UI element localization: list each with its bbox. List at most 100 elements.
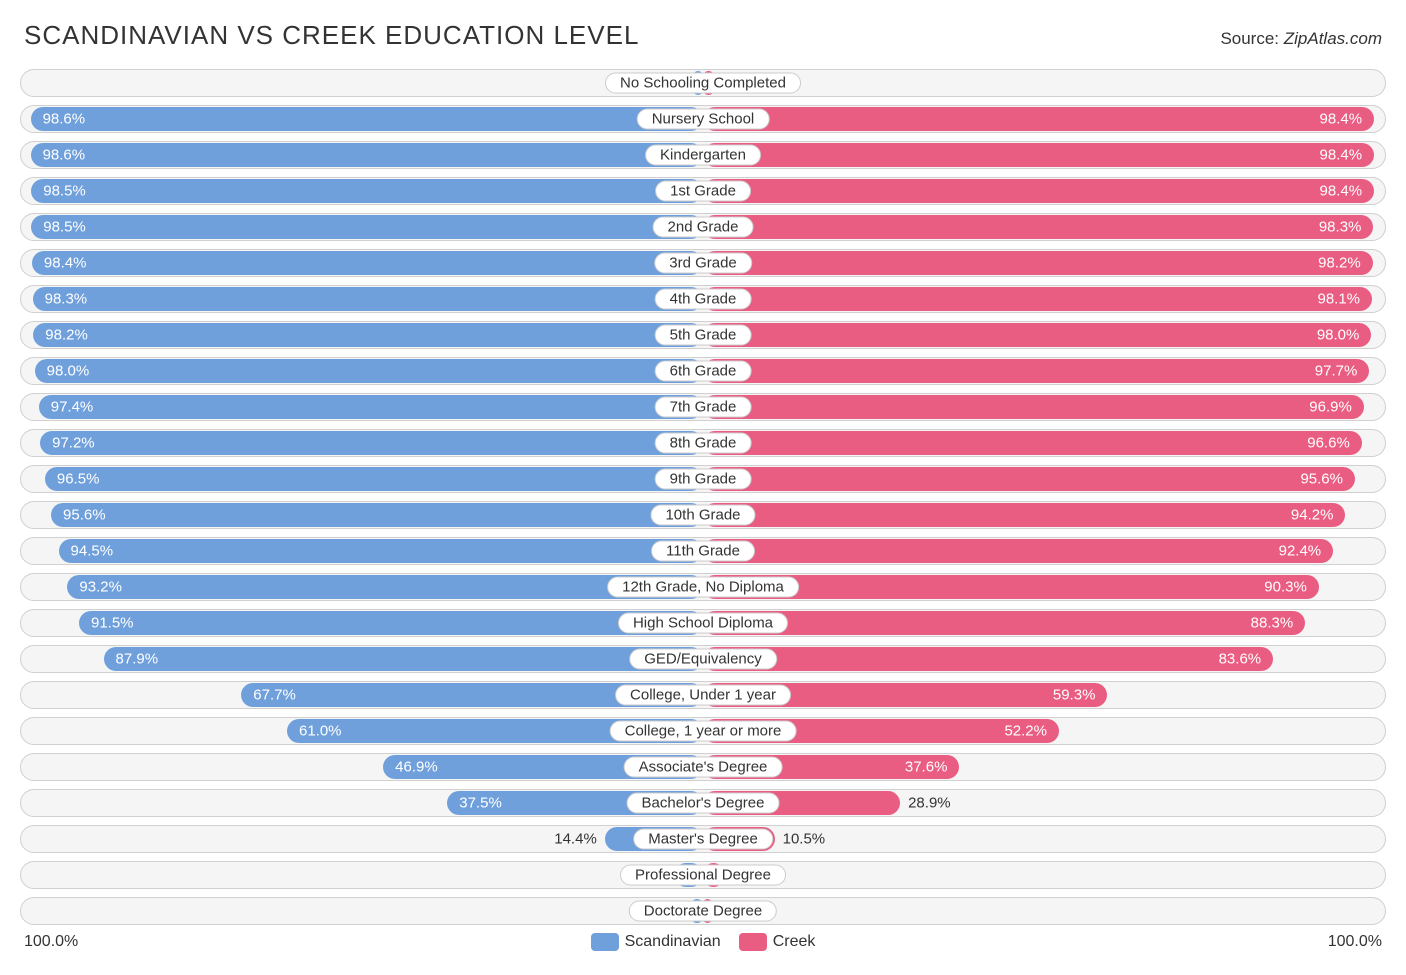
bar-value-scandinavian: 97.4%	[51, 399, 94, 416]
bar-value-creek: 97.7%	[1315, 363, 1358, 380]
bar-value-scandinavian: 91.5%	[91, 615, 134, 632]
category-label: 11th Grade	[651, 541, 755, 562]
bar-scandinavian	[33, 287, 703, 311]
category-label: Doctorate Degree	[629, 901, 777, 922]
category-label: Kindergarten	[645, 145, 761, 166]
bar-value-scandinavian: 98.5%	[43, 183, 86, 200]
chart-row: 98.6%98.4%Nursery School	[20, 105, 1386, 133]
bar-value-scandinavian: 97.2%	[52, 435, 95, 452]
bar-creek	[703, 503, 1345, 527]
bar-value-scandinavian: 14.4%	[554, 831, 597, 848]
bar-value-scandinavian: 98.4%	[44, 255, 87, 272]
legend-item-creek: Creek	[739, 933, 816, 951]
bar-value-creek: 90.3%	[1264, 579, 1307, 596]
category-label: Master's Degree	[633, 829, 773, 850]
bar-value-scandinavian: 96.5%	[57, 471, 100, 488]
bar-scandinavian	[45, 467, 703, 491]
category-label: Nursery School	[637, 109, 770, 130]
bar-value-scandinavian: 61.0%	[299, 723, 342, 740]
bar-scandinavian	[51, 503, 703, 527]
bar-value-scandinavian: 98.3%	[45, 291, 88, 308]
bar-value-scandinavian: 87.9%	[116, 651, 159, 668]
category-label: Professional Degree	[620, 865, 786, 886]
category-label: 5th Grade	[655, 325, 752, 346]
category-label: High School Diploma	[618, 613, 788, 634]
axis-right-label: 100.0%	[1328, 933, 1382, 951]
bar-value-scandinavian: 46.9%	[395, 759, 438, 776]
bar-value-scandinavian: 37.5%	[459, 795, 502, 812]
bar-scandinavian	[59, 539, 703, 563]
category-label: 3rd Grade	[654, 253, 752, 274]
bar-value-creek: 98.2%	[1318, 255, 1361, 272]
bar-value-creek: 59.3%	[1053, 687, 1096, 704]
bar-value-scandinavian: 94.5%	[71, 543, 114, 560]
bar-creek	[703, 215, 1373, 239]
chart-row: 1.5%1.6%No Schooling Completed	[20, 69, 1386, 97]
bar-value-scandinavian: 98.6%	[43, 147, 86, 164]
bar-scandinavian	[79, 611, 703, 635]
bar-value-creek: 94.2%	[1291, 507, 1334, 524]
bar-scandinavian	[31, 179, 703, 203]
bar-scandinavian	[32, 251, 703, 275]
chart-row: 46.9%37.6%Associate's Degree	[20, 753, 1386, 781]
bar-value-scandinavian: 98.2%	[45, 327, 88, 344]
bar-value-creek: 98.0%	[1317, 327, 1360, 344]
bar-value-creek: 37.6%	[905, 759, 948, 776]
category-label: 6th Grade	[655, 361, 752, 382]
bar-creek	[703, 323, 1371, 347]
source: Source: ZipAtlas.com	[1220, 29, 1382, 49]
category-label: College, 1 year or more	[610, 721, 797, 742]
chart-row: 4.2%3.1%Professional Degree	[20, 861, 1386, 889]
category-label: 12th Grade, No Diploma	[607, 577, 799, 598]
bar-value-creek: 28.9%	[908, 795, 951, 812]
chart-row: 97.2%96.6%8th Grade	[20, 429, 1386, 457]
bar-creek	[703, 179, 1374, 203]
bar-creek	[703, 467, 1355, 491]
chart-row: 37.5% 28.9% Bachelor's Degree	[20, 789, 1386, 817]
bar-creek	[703, 539, 1333, 563]
diverging-bar-chart: 1.5%1.6%No Schooling Completed98.6%98.4%…	[20, 69, 1386, 925]
header: SCANDINAVIAN VS CREEK EDUCATION LEVEL So…	[20, 20, 1386, 51]
bar-creek	[703, 287, 1372, 311]
chart-row: 95.6%94.2%10th Grade	[20, 501, 1386, 529]
bar-creek	[703, 431, 1362, 455]
chart-row: 98.6%98.4%Kindergarten	[20, 141, 1386, 169]
category-label: 9th Grade	[655, 469, 752, 490]
legend-item-scandinavian: Scandinavian	[591, 933, 721, 951]
bar-value-scandinavian: 98.5%	[43, 219, 86, 236]
bar-value-scandinavian: 67.7%	[253, 687, 296, 704]
bar-creek	[703, 143, 1374, 167]
category-label: Bachelor's Degree	[627, 793, 780, 814]
bar-value-creek: 83.6%	[1219, 651, 1262, 668]
chart-row: 98.2% 98.0% 5th Grade	[20, 321, 1386, 349]
bar-value-scandinavian: 95.6%	[63, 507, 106, 524]
bar-value-creek: 52.2%	[1004, 723, 1047, 740]
chart-row: 97.4%96.9%7th Grade	[20, 393, 1386, 421]
chart-row: 87.9%83.6%GED/Equivalency	[20, 645, 1386, 673]
chart-row: 94.5% 92.4% 11th Grade	[20, 537, 1386, 565]
chart-row: 61.0% 52.2% College, 1 year or more	[20, 717, 1386, 745]
chart-row: 98.3%98.1%4th Grade	[20, 285, 1386, 313]
legend-label: Scandinavian	[625, 933, 721, 951]
bar-value-creek: 88.3%	[1251, 615, 1294, 632]
bar-value-creek: 92.4%	[1279, 543, 1322, 560]
bar-value-creek: 96.6%	[1307, 435, 1350, 452]
chart-row: 14.4% 10.5% Master's Degree	[20, 825, 1386, 853]
category-label: No Schooling Completed	[605, 73, 801, 94]
legend-swatch-icon	[739, 933, 767, 951]
chart-row: 93.2%90.3%12th Grade, No Diploma	[20, 573, 1386, 601]
bar-value-creek: 10.5%	[783, 831, 826, 848]
bar-scandinavian	[31, 107, 703, 131]
chart-row: 1.8%1.3%Doctorate Degree	[20, 897, 1386, 925]
legend-swatch-icon	[591, 933, 619, 951]
source-label: Source:	[1220, 29, 1283, 48]
chart-row: 91.5% 88.3% High School Diploma	[20, 609, 1386, 637]
category-label: College, Under 1 year	[615, 685, 791, 706]
legend-label: Creek	[773, 933, 816, 951]
bar-value-creek: 98.4%	[1320, 183, 1363, 200]
category-label: 2nd Grade	[653, 217, 754, 238]
bar-creek	[703, 395, 1364, 419]
chart-title: SCANDINAVIAN VS CREEK EDUCATION LEVEL	[24, 20, 639, 51]
category-label: 4th Grade	[655, 289, 752, 310]
bar-creek	[703, 359, 1369, 383]
